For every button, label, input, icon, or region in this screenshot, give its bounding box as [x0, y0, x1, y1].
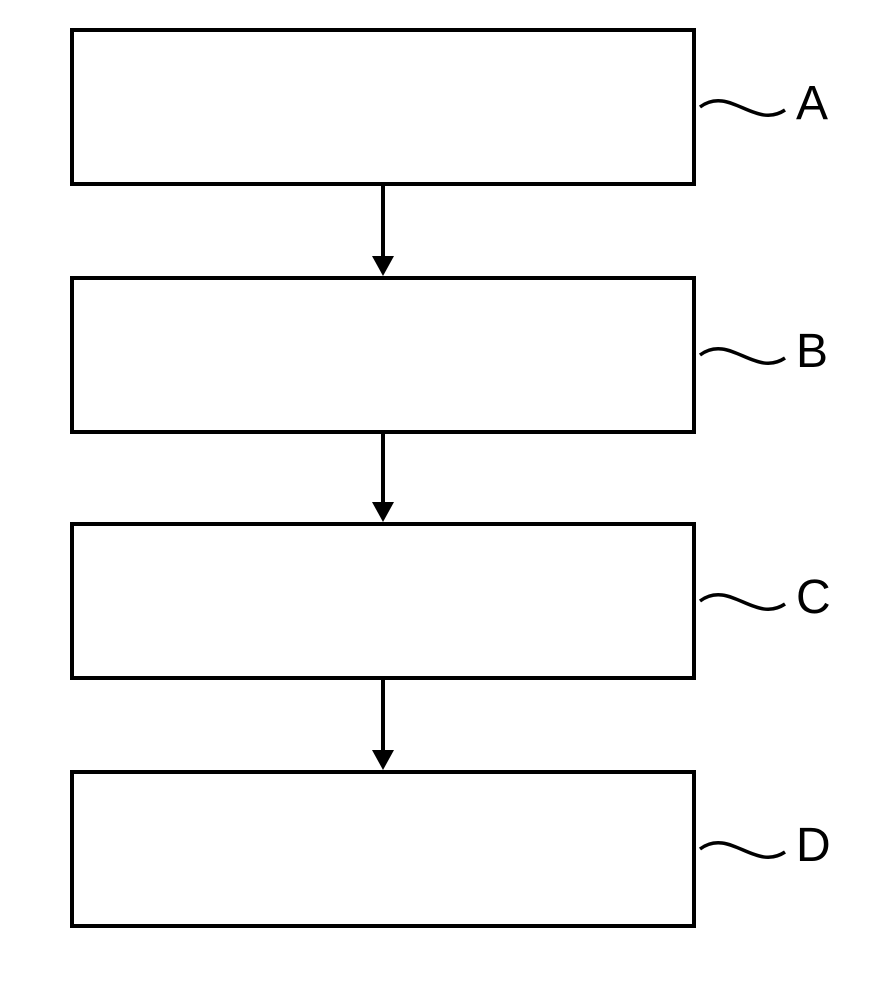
flowchart-label-d: D [796, 818, 831, 873]
connector-curve-d [0, 0, 876, 1000]
flowchart-diagram: A B C D [0, 0, 876, 1000]
